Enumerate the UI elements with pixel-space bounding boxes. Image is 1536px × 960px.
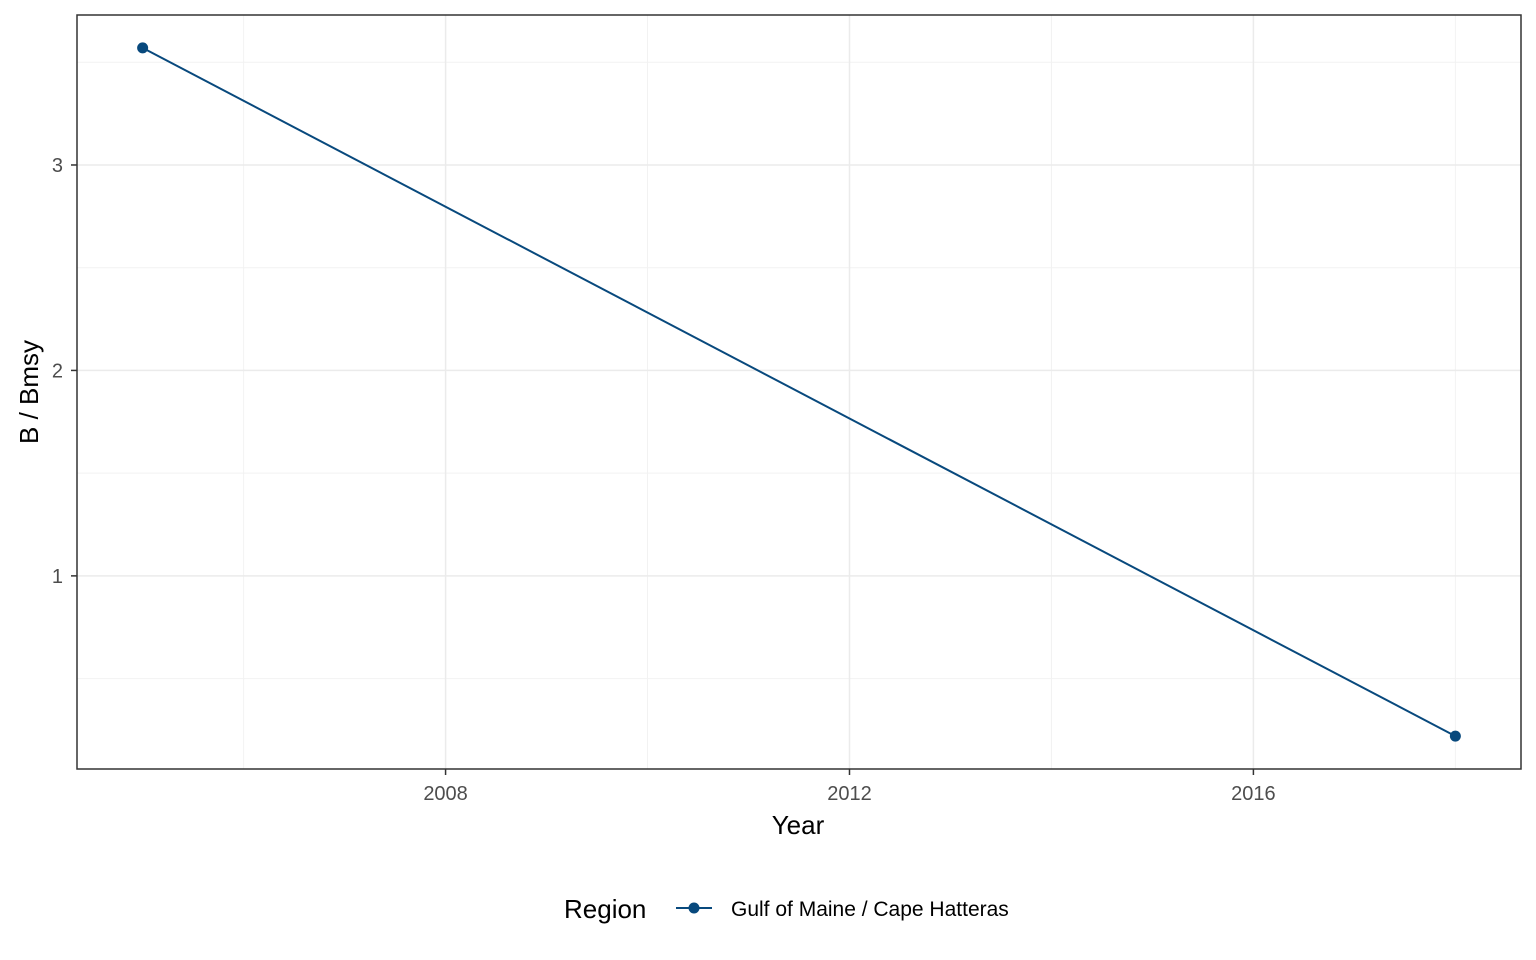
x-tick-label: 2012 (827, 783, 872, 805)
y-tick-label: 3 (52, 155, 63, 177)
y-tick-label: 1 (52, 566, 63, 588)
legend: Region Gulf of Maine / Cape Hatteras (564, 894, 1009, 924)
y-axis-ticks: 1 2 3 (52, 155, 77, 588)
series-layer (137, 42, 1461, 742)
series-line (142, 46, 1456, 738)
legend-label: Gulf of Maine / Cape Hatteras (731, 898, 1009, 921)
x-axis-ticks: 2008 2012 2016 (423, 769, 1276, 805)
legend-key-point (688, 902, 700, 914)
legend-title: Region (564, 894, 646, 924)
major-gridlines (77, 15, 1521, 769)
y-tick-label: 2 (52, 360, 63, 382)
panel-border (76, 14, 1522, 770)
minor-gridlines (77, 15, 1521, 769)
data-point (1449, 730, 1461, 742)
x-tick-label: 2008 (423, 783, 468, 805)
x-tick-label: 2016 (1231, 783, 1276, 805)
x-axis-title: Year (772, 810, 825, 840)
y-axis-title: B / Bmsy (14, 340, 44, 444)
data-point (137, 42, 149, 54)
